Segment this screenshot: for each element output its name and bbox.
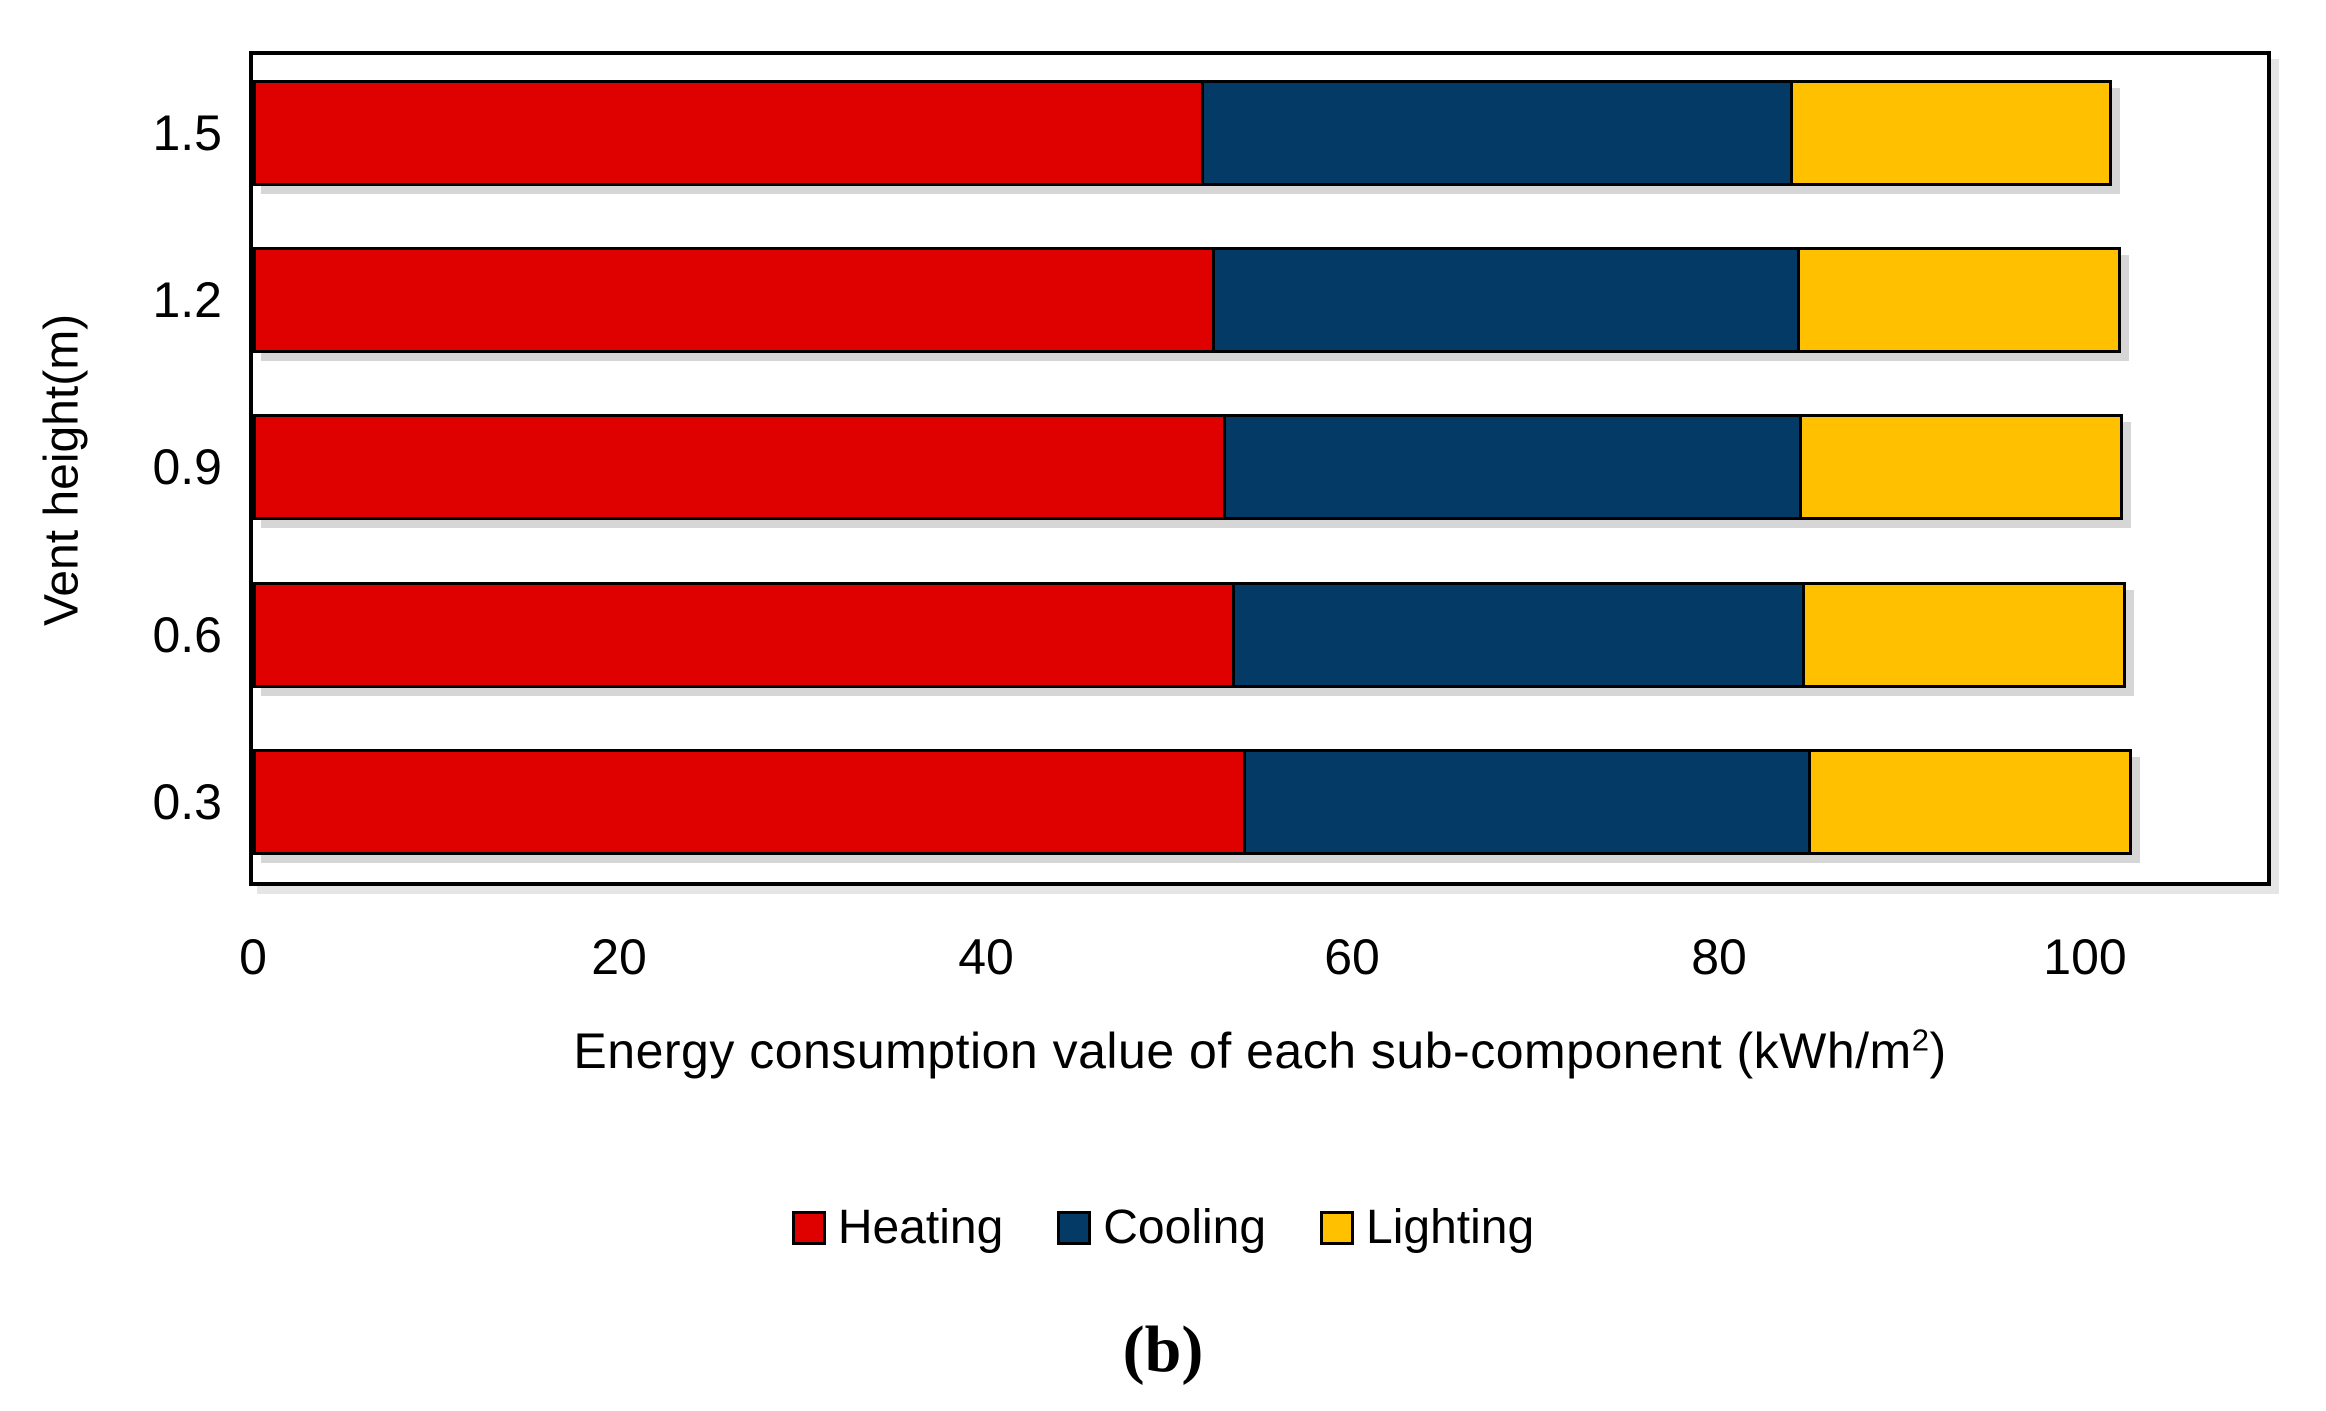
bar-segment-heating-0.3: [253, 749, 1246, 855]
legend-item-cooling: Cooling: [1057, 1200, 1266, 1255]
bar-segment-cooling-0.3: [1243, 749, 1811, 855]
bar-segment-lighting-0.9: [1799, 414, 2123, 520]
bar-row-0.6: [253, 582, 2126, 688]
legend-item-heating: Heating: [791, 1200, 1004, 1255]
bar-segment-cooling-0.9: [1223, 414, 1802, 520]
x-axis-title-text: Energy consumption value of each sub-com…: [573, 1023, 1912, 1079]
legend-swatch-heating: [791, 1210, 826, 1245]
bar-segment-lighting-0.3: [1808, 749, 2132, 855]
x-axis-title-superscript: 2: [1911, 1022, 1930, 1058]
x-tick-label-100: 100: [2043, 929, 2127, 985]
bar-row-0.3: [253, 749, 2132, 855]
bar-segment-heating-0.6: [253, 582, 1235, 688]
x-axis-title-suffix: ): [1929, 1023, 1947, 1079]
bar-segment-cooling-1.5: [1201, 80, 1793, 186]
x-tick-label-40: 40: [958, 929, 1014, 985]
plot-area: [249, 51, 2271, 886]
x-tick-label-0: 0: [239, 929, 267, 985]
y-tick-label-1.5: 1.5: [152, 105, 222, 161]
x-tick-label-80: 80: [1691, 929, 1747, 985]
bar-row-1.2: [253, 247, 2121, 353]
x-tick-label-20: 20: [591, 929, 647, 985]
figure-caption: (b): [1122, 1313, 1204, 1386]
x-axis-title: Energy consumption value of each sub-com…: [253, 1022, 2267, 1080]
legend-label-cooling: Cooling: [1103, 1201, 1267, 1254]
legend-item-lighting: Lighting: [1320, 1200, 1534, 1255]
legend-swatch-cooling: [1057, 1210, 1092, 1245]
y-tick-label-0.3: 0.3: [152, 774, 222, 830]
bar-segment-cooling-1.2: [1212, 247, 1800, 353]
bar-segment-cooling-0.6: [1232, 582, 1805, 688]
bar-segment-heating-1.2: [253, 247, 1215, 353]
y-tick-label-1.2: 1.2: [152, 272, 222, 328]
bar-row-0.9: [253, 414, 2123, 520]
legend-swatch-lighting: [1320, 1210, 1355, 1245]
bar-segment-heating-1.5: [253, 80, 1204, 186]
bar-segment-lighting-1.5: [1790, 80, 2112, 186]
y-tick-label-0.9: 0.9: [152, 439, 222, 495]
bar-segment-lighting-1.2: [1797, 247, 2121, 353]
legend: Heating Cooling Lighting: [0, 1200, 2326, 1255]
legend-label-heating: Heating: [837, 1201, 1004, 1254]
bar-row-1.5: [253, 80, 2112, 186]
y-tick-label-0.6: 0.6: [152, 607, 222, 663]
bar-segment-heating-0.9: [253, 414, 1226, 520]
x-tick-label-60: 60: [1324, 929, 1380, 985]
bar-segment-lighting-0.6: [1802, 582, 2126, 688]
legend-label-lighting: Lighting: [1366, 1201, 1535, 1254]
